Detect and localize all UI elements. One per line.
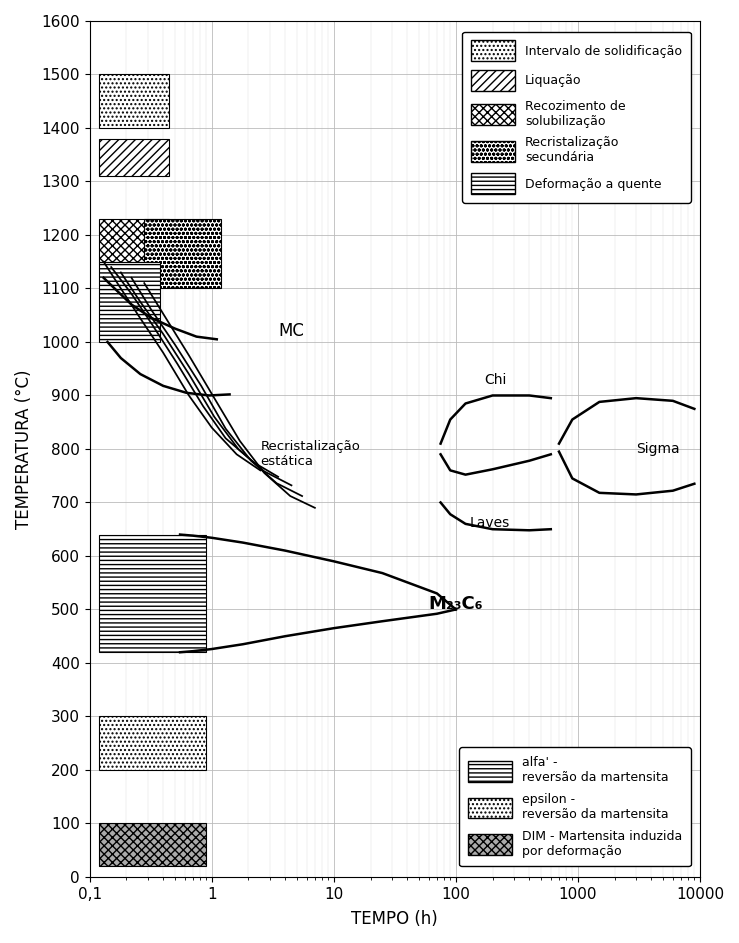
- Text: Chi: Chi: [484, 373, 506, 388]
- Bar: [144, 219, 222, 289]
- Bar: [99, 262, 160, 342]
- Bar: [99, 74, 169, 128]
- Text: MC: MC: [278, 323, 304, 340]
- Bar: [99, 535, 206, 653]
- Bar: [99, 139, 169, 176]
- Y-axis label: TEMPERATURA (°C): TEMPERATURA (°C): [15, 370, 33, 529]
- Text: Recristalização
estática: Recristalização estática: [260, 440, 360, 469]
- Bar: [99, 823, 206, 867]
- Text: M₂₃C₆: M₂₃C₆: [429, 595, 483, 613]
- Text: Sigma: Sigma: [636, 442, 680, 456]
- Legend: alfa' -
reversão da martensita, epsilon -
reversão da martensita, DIM - Martensi: alfa' - reversão da martensita, epsilon …: [459, 748, 691, 867]
- Text: Laves: Laves: [470, 516, 510, 530]
- X-axis label: TEMPO (h): TEMPO (h): [352, 910, 438, 928]
- Bar: [99, 219, 169, 262]
- Bar: [99, 717, 206, 769]
